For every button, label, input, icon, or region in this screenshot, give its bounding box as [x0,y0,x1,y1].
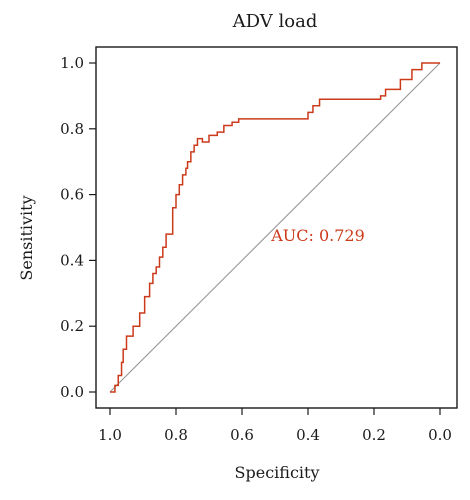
x-axis-label: Specificity [235,463,320,482]
auc-annotation: AUC: 0.729 [270,226,365,245]
x-tick-label: 0.6 [230,426,254,444]
reference-diagonal [109,62,441,393]
reference-layer [109,62,441,393]
y-tick-label: 0.0 [60,383,84,401]
x-tick-label: 1.0 [98,426,122,444]
y-tick-label: 1.0 [60,54,84,72]
x-tick-label: 0.0 [428,426,452,444]
y-tick-label: 0.2 [60,317,84,335]
x-tick-label: 0.2 [362,426,386,444]
roc-curve [110,62,440,393]
chart-title: ADV load [232,11,318,32]
x-axis: 1.0 0.8 0.6 0.4 0.2 0.0 [98,408,452,444]
y-tick-label: 0.4 [60,251,84,269]
x-tick-label: 0.4 [296,426,320,444]
y-tick-label: 0.6 [60,186,84,204]
plot-frame [95,46,458,409]
y-axis: 0.0 0.2 0.4 0.6 0.8 1.0 [60,54,96,401]
roc-curve-layer [110,62,440,393]
y-tick-label: 0.8 [60,120,84,138]
x-tick-label: 0.8 [164,426,188,444]
y-axis-label: Sensitivity [17,195,36,280]
